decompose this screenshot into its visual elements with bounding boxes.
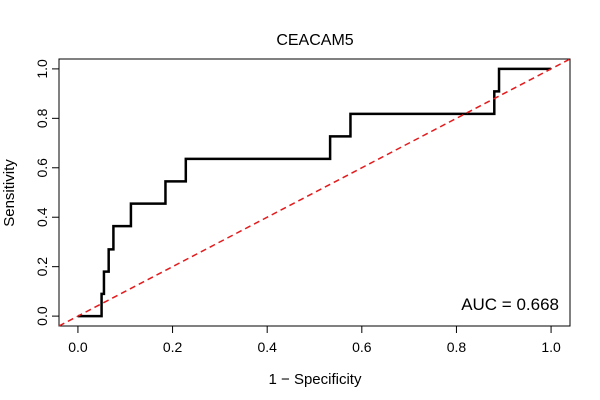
y-axis-label: Sensitivity: [1, 159, 18, 227]
x-tick-label: 0.8: [447, 339, 467, 355]
y-tick-label: 0.0: [34, 306, 50, 326]
series-layer: [58, 58, 571, 327]
auc-annotation: AUC = 0.668: [461, 295, 559, 314]
y-tick-label: 0.6: [34, 158, 50, 178]
x-tick-label: 0.4: [257, 339, 277, 355]
x-tick-label: 0.6: [352, 339, 372, 355]
y-tick-label: 0.4: [34, 207, 50, 227]
y-tick-label: 1.0: [34, 59, 50, 79]
x-axis-label: 1 − Specificity: [269, 371, 362, 388]
x-tick-label: 0.2: [163, 339, 183, 355]
x-tick-label: 1.0: [541, 339, 561, 355]
x-tick-label: 0.0: [68, 339, 88, 355]
roc-curve-line: [77, 67, 552, 318]
y-tick-label: 0.8: [34, 108, 50, 128]
x-axis: 0.0 0.2 0.4 0.6 0.8 1.0: [68, 325, 561, 355]
chart-title: CEACAM5: [276, 32, 353, 49]
reference-diagonal-line: [58, 58, 571, 327]
y-axis: 0.0 0.2 0.4 0.6 0.8 1.0: [34, 59, 60, 326]
y-tick-label: 0.2: [34, 257, 50, 277]
